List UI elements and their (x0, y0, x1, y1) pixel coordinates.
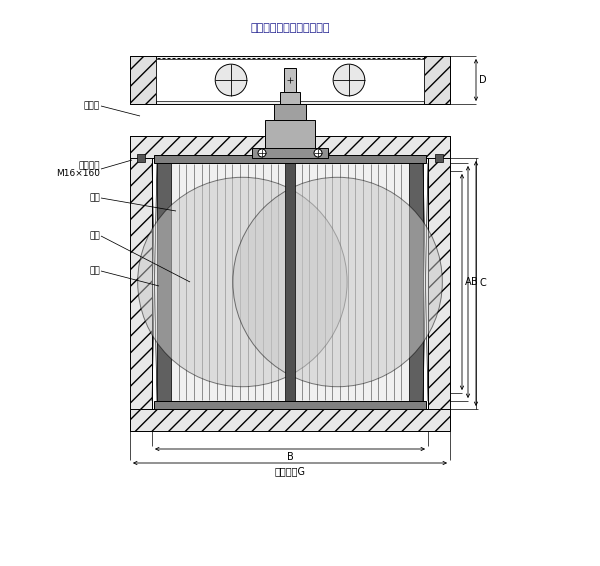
Text: B: B (471, 277, 478, 287)
Text: M16×160: M16×160 (56, 169, 100, 178)
Circle shape (258, 149, 266, 157)
Bar (154, 401, 426, 409)
Text: 格栅: 格栅 (89, 194, 100, 203)
Circle shape (287, 77, 293, 83)
Text: 导轨: 导轨 (89, 267, 100, 276)
Circle shape (137, 177, 347, 387)
Bar (130, 136, 152, 431)
Text: 膨胀螺栓: 膨胀螺栓 (79, 161, 100, 170)
Text: 转鼓: 转鼓 (89, 231, 100, 241)
Text: C: C (479, 278, 486, 289)
Bar (157, 163, 171, 401)
Text: 双鼓粉碎型格栅安装示意图: 双鼓粉碎型格栅安装示意图 (250, 23, 330, 33)
Bar (409, 163, 423, 401)
Text: B: B (287, 452, 293, 462)
Bar (130, 56, 450, 104)
Bar (130, 56, 156, 104)
Bar (428, 136, 450, 431)
Bar (130, 136, 450, 158)
Bar (280, 92, 300, 104)
Bar (274, 104, 306, 120)
Circle shape (314, 149, 322, 157)
Bar (435, 154, 443, 162)
Circle shape (233, 177, 442, 387)
Bar (285, 163, 295, 401)
Text: 拦污棚: 拦污棚 (84, 101, 100, 110)
Text: D: D (479, 75, 487, 85)
Bar (154, 155, 426, 163)
Circle shape (333, 64, 365, 96)
Bar (265, 120, 315, 148)
Bar (156, 59, 424, 101)
Circle shape (215, 64, 247, 96)
Bar (284, 68, 296, 92)
Bar (252, 148, 328, 158)
Text: 渠道宽度G: 渠道宽度G (275, 466, 305, 476)
Bar (130, 409, 450, 431)
Bar (171, 163, 409, 401)
Text: A: A (465, 277, 472, 287)
Bar (424, 56, 450, 104)
Bar (137, 154, 145, 162)
